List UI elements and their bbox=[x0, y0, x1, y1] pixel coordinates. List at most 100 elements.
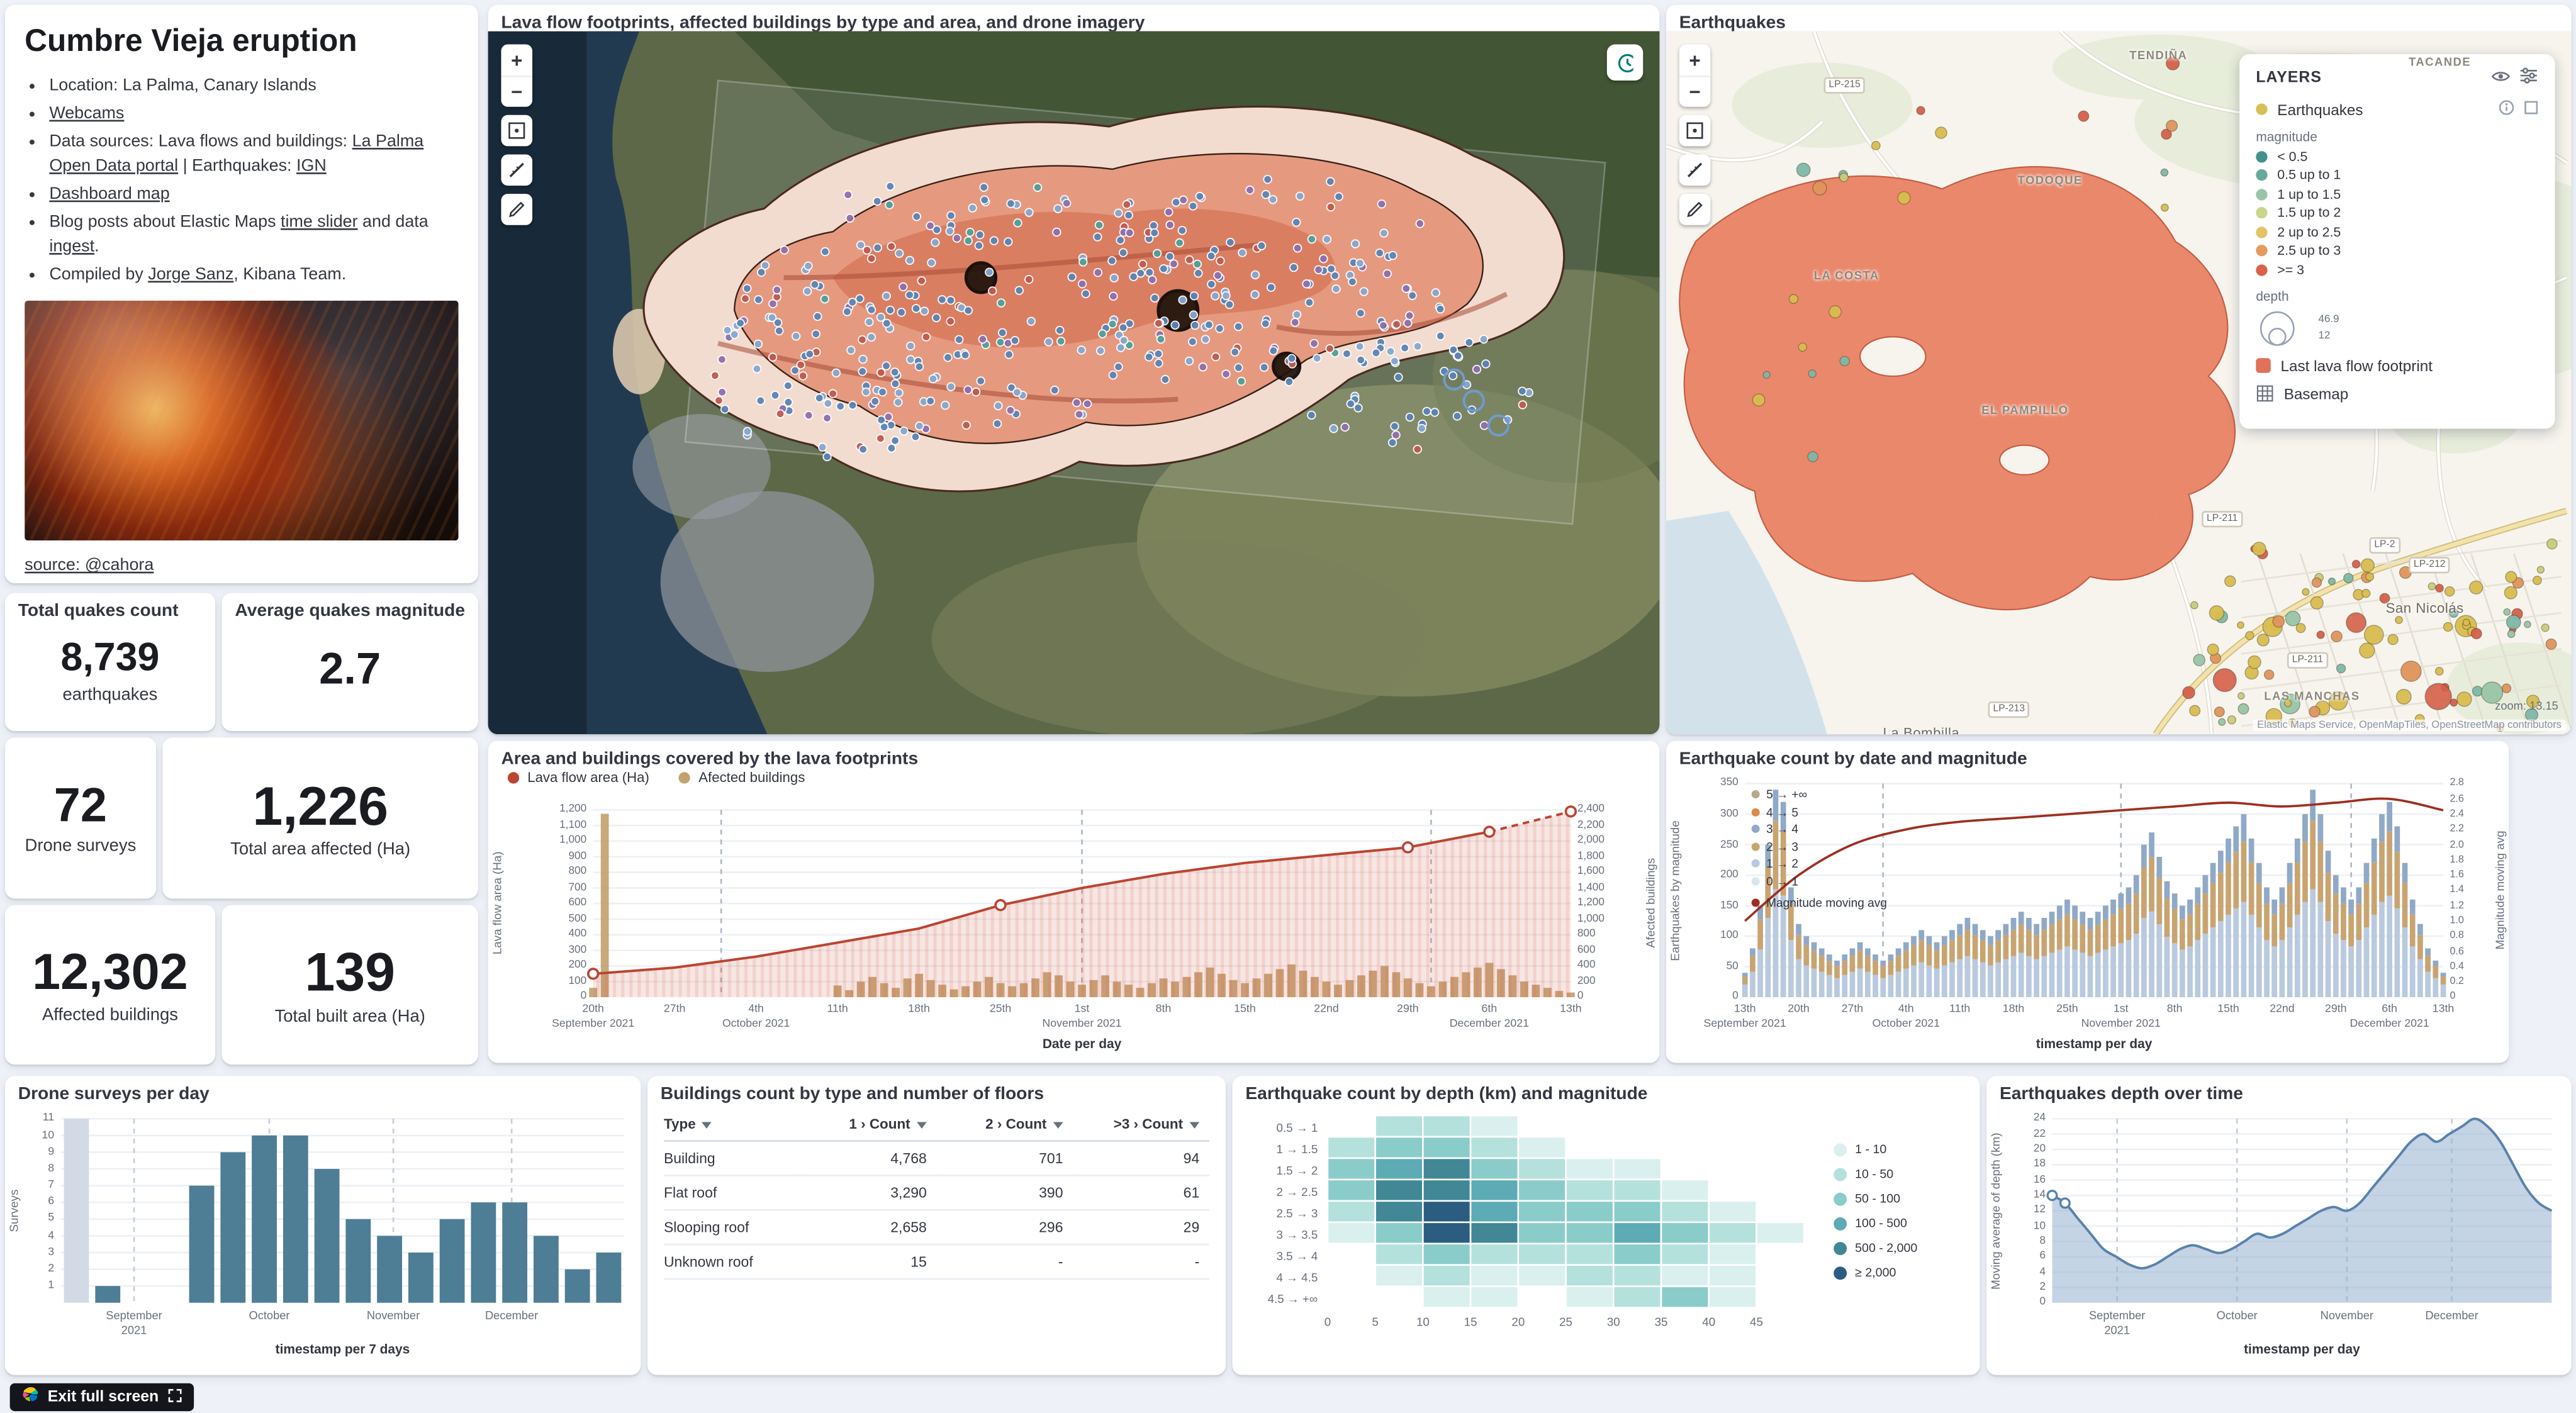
metric-label: Total area affected (Ha) bbox=[230, 840, 411, 860]
table-row: Slooping roof 2,658 296 29 bbox=[663, 1210, 1209, 1246]
legend-item[interactable]: 3 → 4 bbox=[1751, 822, 1887, 836]
layer-item-earthquakes[interactable]: Earthquakes bbox=[2256, 100, 2538, 118]
legend-item[interactable]: 10 - 50 bbox=[1834, 1166, 1893, 1181]
legend-item[interactable]: 1 - 10 bbox=[1834, 1142, 1886, 1156]
fit-to-data-icon[interactable] bbox=[2524, 100, 2539, 118]
earthquakes-map[interactable]: LAYERS Earthquakes magnitude < 0.5 0.5 up… bbox=[1666, 31, 2572, 735]
draw-tools-button[interactable] bbox=[1679, 194, 1711, 225]
info-link[interactable]: Dashboard map bbox=[49, 185, 170, 204]
panel-title: Earthquake count by depth (km) and magni… bbox=[1245, 1084, 1648, 1104]
table-cell: 94 bbox=[1073, 1141, 1209, 1176]
elastic-logo bbox=[21, 1386, 40, 1409]
measure-button[interactable] bbox=[501, 154, 532, 186]
exit-full-screen-button[interactable]: Exit full screen bbox=[9, 1383, 194, 1412]
panel-title: Area and buildings covered by the lava f… bbox=[501, 749, 919, 769]
sort-caret-icon bbox=[917, 1121, 927, 1129]
fit-bounds-button[interactable] bbox=[1679, 115, 1711, 147]
metric-value: 8,739 bbox=[60, 636, 160, 681]
layer-label: Basemap bbox=[2283, 386, 2349, 403]
road-badge: LP-211 bbox=[2287, 652, 2328, 669]
info-link[interactable]: Webcams bbox=[49, 105, 125, 124]
zoom-in-button[interactable]: + bbox=[1679, 45, 1711, 76]
legend-item[interactable]: ≥ 2,000 bbox=[1834, 1265, 1896, 1280]
info-bullet: Data sources: Lava flows and buildings: … bbox=[49, 131, 458, 179]
table-header[interactable]: 1 › Count bbox=[800, 1109, 937, 1142]
photo-source-link[interactable]: source: @cahora bbox=[25, 557, 154, 576]
road-badge: LP-213 bbox=[1988, 701, 2030, 718]
info-link[interactable]: IGN bbox=[296, 157, 327, 176]
panel-title: Buildings count by type and number of fl… bbox=[660, 1084, 1044, 1104]
table-cell: 3,290 bbox=[800, 1175, 937, 1211]
legend-item[interactable]: 0 → 1 bbox=[1751, 873, 1887, 888]
map-place-label: San Nicolás bbox=[2385, 600, 2464, 617]
map-place-label: LA COSTA bbox=[1813, 271, 1879, 283]
info-link[interactable]: ingest bbox=[49, 237, 95, 256]
lava-map[interactable]: + − bbox=[488, 31, 1660, 735]
info-bullet: Blog posts about Elastic Maps time slide… bbox=[49, 212, 458, 260]
map-tools: + − bbox=[1679, 44, 1711, 225]
table-cell: - bbox=[1073, 1244, 1209, 1280]
legend-item[interactable]: 5 → +∞ bbox=[1751, 787, 1887, 801]
quake-count-chart-panel: Earthquake count by date and magnitude 0… bbox=[1666, 740, 2509, 1063]
basemap-grid-icon bbox=[2256, 384, 2274, 405]
info-bullet: Dashboard map bbox=[49, 184, 458, 208]
depth-over-time-chart[interactable]: 0 2 4 6 8 10 12 14 16 18 20 22 24 Moving average of d… bbox=[1986, 1105, 2572, 1375]
legend-item[interactable]: 50 - 100 bbox=[1834, 1191, 1900, 1206]
info-icon[interactable] bbox=[2499, 100, 2514, 118]
layer-item-basemap[interactable]: Basemap bbox=[2256, 384, 2538, 405]
info-link[interactable]: Jorge Sanz bbox=[148, 265, 234, 284]
legend-item[interactable]: 1 → 2 bbox=[1751, 856, 1887, 871]
table-cell: 15 bbox=[800, 1244, 937, 1280]
metric-drone-surveys: 72 Drone surveys bbox=[4, 737, 157, 899]
layer-item-lava-footprint[interactable]: Last lava flow footprint bbox=[2256, 357, 2538, 374]
legend-item[interactable]: 100 - 500 bbox=[1834, 1215, 1907, 1231]
panel-title: Earthquakes bbox=[1679, 13, 1786, 33]
map-place-label: TODOQUE bbox=[2017, 176, 2083, 187]
table-cell: Unknown roof bbox=[663, 1244, 800, 1280]
zoom-out-button[interactable]: − bbox=[1679, 75, 1711, 107]
table-row: Unknown roof 15- - bbox=[663, 1244, 1209, 1280]
fit-bounds-button[interactable] bbox=[501, 115, 532, 147]
road-badge: LP-215 bbox=[1823, 77, 1866, 94]
eruption-photo bbox=[25, 301, 459, 542]
legend-item[interactable]: 4 → 5 bbox=[1751, 804, 1887, 819]
layer-settings-sliders-icon[interactable] bbox=[2519, 67, 2538, 89]
magnitude-legend-row: 2 up to 2.5 bbox=[2256, 224, 2538, 239]
lava-area-chart[interactable]: 0 100 200 300 400 500 600 700 800 900 1,000 1,100 1,… bbox=[490, 803, 1658, 1052]
page-title: Cumbre Vieja eruption bbox=[25, 25, 357, 60]
table-header[interactable]: Type bbox=[663, 1109, 800, 1142]
table-row: Building 4,768 701 94 bbox=[663, 1141, 1209, 1176]
info-link[interactable]: time slider bbox=[281, 213, 358, 232]
exit-full-screen-icon bbox=[167, 1387, 182, 1407]
map-attribution: Elastic Maps Service, OpenMapTiles, Open… bbox=[2252, 719, 2567, 732]
legend-item[interactable]: Magnitude moving avg bbox=[1751, 895, 1887, 910]
drone-surveys-chart[interactable]: 1 2 3 4 5 6 7 8 9 10 11 Surveys September 2021 October… bbox=[5, 1105, 641, 1375]
metric-affected-buildings: 12,302 Affected buildings bbox=[4, 905, 216, 1065]
buildings-table-panel: Buildings count by type and number of fl… bbox=[647, 1076, 1226, 1375]
depth-heatmap-panel: Earthquake count by depth (km) and magni… bbox=[1232, 1076, 1980, 1375]
layer-label: Last lava flow footprint bbox=[2280, 357, 2433, 374]
info-link[interactable]: La Palma Open Data portal bbox=[49, 133, 424, 176]
map-place-label: TACANDE bbox=[2409, 57, 2472, 69]
info-bullet-list: Location: La Palma, Canary Islands Webcam… bbox=[25, 75, 458, 288]
table-header[interactable]: 2 › Count bbox=[936, 1109, 1073, 1142]
zoom-in-button[interactable]: + bbox=[501, 45, 532, 76]
quake-count-chart[interactable]: 0 50 100 150 200 250 300 350 0 0.2 0.4 0.6 0.8 1.0 1.2… bbox=[1667, 778, 2507, 1052]
metric-label: Drone surveys bbox=[25, 836, 137, 856]
hide-legend-eye-icon[interactable] bbox=[2491, 68, 2511, 87]
sort-caret-icon bbox=[1189, 1121, 1200, 1129]
metric-avg-magnitude: Average quakes magnitude 2.7 bbox=[221, 593, 478, 732]
magnitude-legend-title: magnitude bbox=[2256, 130, 2317, 145]
legend-item[interactable]: Lava flow area (Ha) bbox=[507, 769, 649, 785]
legend-item[interactable]: Afected buildings bbox=[678, 769, 805, 785]
zoom-out-button[interactable]: − bbox=[501, 75, 533, 107]
draw-tools-button[interactable] bbox=[501, 194, 532, 225]
legend-item[interactable]: 500 - 2,000 bbox=[1834, 1241, 1917, 1255]
legend-item[interactable]: 2 → 3 bbox=[1751, 839, 1887, 854]
panel-title: Lava flow footprints, affected buildings… bbox=[501, 13, 1145, 33]
layer-label: Earthquakes bbox=[2277, 101, 2363, 118]
measure-button[interactable] bbox=[1679, 154, 1711, 186]
timeslider-button[interactable] bbox=[1606, 44, 1644, 81]
table-header[interactable]: >3 › Count bbox=[1073, 1109, 1209, 1142]
